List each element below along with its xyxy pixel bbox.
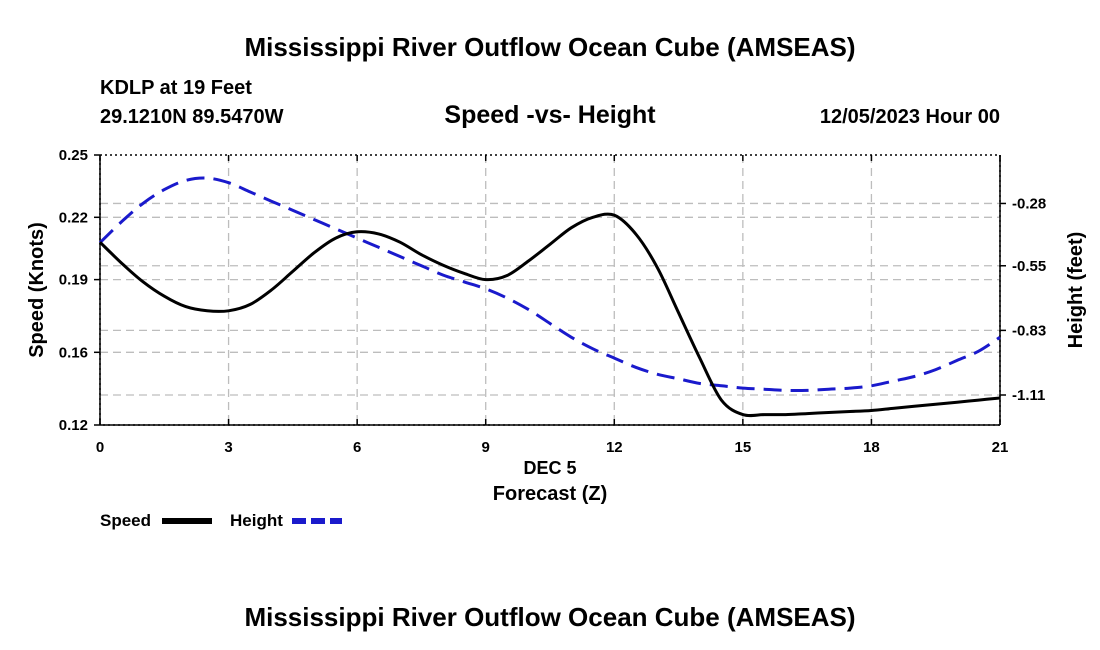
y-tick-label: 0.19 bbox=[59, 272, 88, 289]
legend-speed-label: Speed bbox=[100, 511, 151, 530]
station-name: KDLP at 19 Feet bbox=[100, 77, 252, 99]
y-tick-label: 0.12 bbox=[59, 417, 88, 434]
y2-tick-label: -0.28 bbox=[1012, 195, 1046, 212]
grid-layer bbox=[100, 155, 1000, 425]
y-axis-label-right: Height (feet) bbox=[1065, 232, 1087, 349]
tick-layer: 0 3 6 9 12 15 18 21 0.12 0.16 0.19 0.22 0.25 -1.11 -0.… bbox=[59, 147, 1046, 456]
chart-subtitle: Speed -vs- Height bbox=[444, 101, 656, 129]
x-tick-label: 3 bbox=[224, 439, 232, 456]
x-tick-label: 9 bbox=[482, 439, 490, 456]
y2-tick-label: -0.83 bbox=[1012, 322, 1046, 339]
station-coords: 29.1210N 89.5470W bbox=[100, 106, 284, 128]
plot-frame bbox=[99, 154, 1001, 426]
height-series-line bbox=[98, 176, 1001, 393]
speed-series-line bbox=[98, 212, 1001, 418]
footer-title: Mississippi River Outflow Ocean Cube (AM… bbox=[244, 602, 856, 632]
y-axis-label-left: Speed (Knots) bbox=[26, 222, 48, 358]
x-tick-label: 6 bbox=[353, 439, 361, 456]
y-tick-label: 0.22 bbox=[59, 209, 88, 226]
x-axis-label-date: DEC 5 bbox=[523, 458, 576, 478]
y2-tick-label: -1.11 bbox=[1012, 387, 1045, 404]
x-tick-label: 15 bbox=[735, 439, 752, 456]
x-axis-label: Forecast (Z) bbox=[493, 483, 607, 505]
x-tick-label: 18 bbox=[863, 439, 880, 456]
y2-tick-label: -0.55 bbox=[1012, 258, 1046, 275]
x-tick-label: 12 bbox=[606, 439, 623, 456]
forecast-date-label: 12/05/2023 Hour 00 bbox=[819, 106, 1000, 128]
legend-height-label: Height bbox=[230, 511, 283, 530]
chart-main-title: Mississippi River Outflow Ocean Cube (AM… bbox=[244, 32, 856, 62]
y-tick-label: 0.25 bbox=[59, 147, 88, 164]
y-tick-label: 0.16 bbox=[59, 344, 88, 361]
x-tick-label: 0 bbox=[96, 439, 104, 456]
x-tick-label: 21 bbox=[992, 439, 1009, 456]
